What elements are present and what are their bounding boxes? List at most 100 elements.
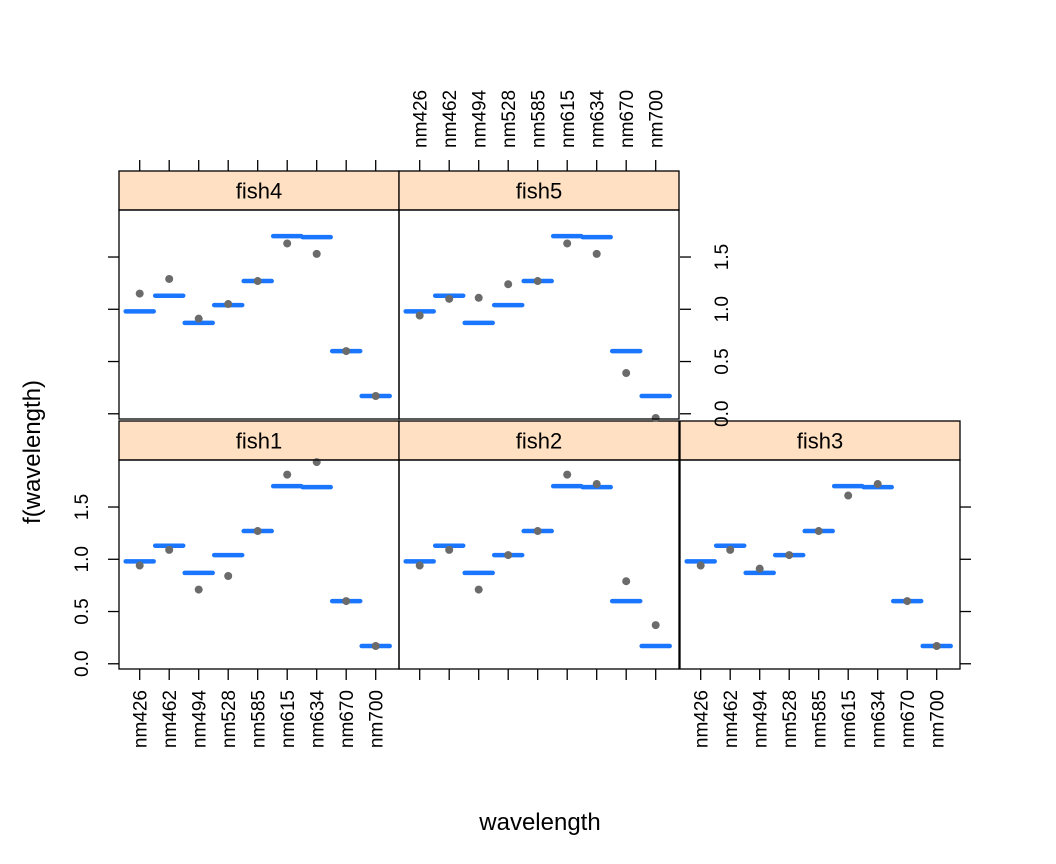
strip-label-fish5: fish5	[516, 179, 562, 204]
panel-fish5: fish5	[398, 170, 680, 422]
strip-label-fish2: fish2	[516, 429, 562, 454]
data-point	[474, 585, 483, 594]
strip-fish4	[118, 170, 400, 211]
data-point	[253, 527, 262, 536]
data-point	[312, 458, 321, 467]
y-tick-label: 0.5	[712, 348, 733, 374]
panel-box-fish5	[398, 209, 680, 420]
strip-fish3	[679, 420, 961, 461]
data-point	[135, 289, 144, 298]
x-tick-label: nm585	[249, 690, 270, 748]
data-point	[283, 239, 292, 248]
data-point	[592, 249, 601, 258]
data-point	[533, 527, 542, 536]
data-point	[165, 274, 174, 283]
data-point	[873, 480, 882, 489]
data-point	[224, 300, 233, 309]
data-point	[194, 314, 203, 323]
x-tick-label: nm615	[278, 690, 299, 748]
x-tick-label: nm670	[337, 690, 358, 748]
strip-label-fish1: fish1	[236, 429, 282, 454]
data-point	[903, 597, 912, 606]
x-tick-label: nm585	[529, 90, 550, 148]
data-point	[726, 545, 735, 554]
data-point	[696, 561, 705, 570]
data-point	[651, 413, 660, 422]
data-point	[533, 277, 542, 286]
data-point	[415, 561, 424, 570]
y-tick-label: 1.5	[712, 244, 733, 270]
x-tick-label: nm615	[839, 690, 860, 748]
panel-fish1: fish1	[118, 420, 400, 670]
data-point	[474, 293, 483, 302]
strip-label-fish4: fish4	[236, 179, 282, 204]
panel-box-fish2	[398, 459, 680, 670]
x-tick-label: nm670	[898, 690, 919, 748]
data-point	[445, 294, 454, 303]
x-tick-label: nm426	[131, 690, 152, 748]
x-tick-label: nm634	[869, 690, 890, 749]
panel-box-fish3	[679, 459, 961, 670]
x-tick-label: nm426	[411, 90, 432, 148]
data-point	[312, 249, 321, 258]
panel-box-fish1	[118, 459, 400, 670]
data-point	[194, 585, 203, 594]
x-tick-label: nm634	[588, 89, 609, 148]
data-point	[253, 277, 262, 286]
x-tick-label: nm426	[692, 690, 713, 748]
x-tick-label: nm494	[751, 690, 772, 749]
x-tick-label: nm528	[780, 690, 801, 748]
data-point	[814, 527, 823, 536]
x-tick-label: nm670	[617, 90, 638, 148]
x-tick-label: nm700	[367, 690, 388, 748]
data-point	[415, 311, 424, 320]
data-point	[135, 561, 144, 570]
data-point	[592, 480, 601, 489]
x-tick-label: nm615	[558, 90, 579, 148]
y-tick-label: 0.0	[72, 651, 93, 677]
x-tick-label: nm494	[190, 690, 211, 749]
strip-label-fish3: fish3	[797, 429, 843, 454]
data-point	[932, 642, 941, 651]
data-point	[563, 239, 572, 248]
x-axis-title: wavelength	[478, 809, 600, 836]
panel-fish2: fish2	[398, 420, 680, 670]
data-point	[371, 392, 380, 401]
x-tick-label: nm528	[499, 90, 520, 148]
y-axis-title: f(wavelength)	[19, 380, 46, 524]
data-point	[445, 545, 454, 554]
data-point	[224, 571, 233, 580]
panel-box-fish4	[118, 209, 400, 420]
y-tick-label: 0.0	[712, 401, 733, 427]
y-tick-label: 1.0	[712, 296, 733, 322]
data-point	[504, 551, 513, 560]
data-point	[844, 491, 853, 500]
data-point	[622, 577, 631, 586]
data-point	[504, 280, 513, 289]
x-tick-label: nm462	[440, 90, 461, 148]
data-point	[283, 470, 292, 479]
data-point	[622, 369, 631, 378]
x-tick-label: nm494	[470, 89, 491, 148]
x-tick-label: nm700	[928, 690, 949, 748]
data-point	[651, 621, 660, 630]
x-tick-label: nm634	[308, 690, 329, 749]
data-point	[563, 470, 572, 479]
x-tick-label: nm528	[219, 690, 240, 748]
data-point	[755, 564, 764, 573]
data-point	[165, 545, 174, 554]
x-tick-label: nm462	[721, 690, 742, 748]
data-point	[342, 347, 351, 356]
data-point	[785, 551, 794, 560]
x-tick-label: nm585	[810, 690, 831, 748]
x-tick-label: nm700	[647, 90, 668, 148]
y-tick-label: 0.5	[72, 598, 93, 624]
strip-fish1	[118, 420, 400, 461]
y-tick-label: 1.0	[72, 546, 93, 572]
panel-fish4: fish4	[118, 170, 400, 420]
y-tick-label: 1.5	[72, 494, 93, 520]
data-point	[371, 642, 380, 651]
panel-fish3: fish3	[679, 420, 961, 670]
x-tick-label: nm462	[160, 690, 181, 748]
